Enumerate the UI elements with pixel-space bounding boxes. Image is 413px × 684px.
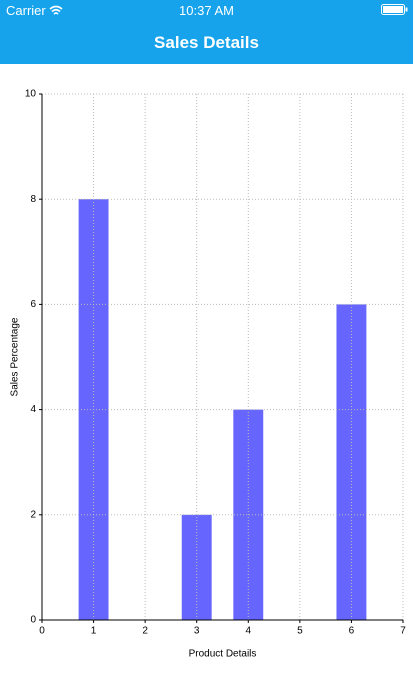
y-axis-label: Sales Percentage [10,317,21,396]
x-tick-label: 6 [349,626,355,637]
battery-icon [381,4,408,15]
x-tick-label: 5 [297,626,303,637]
bar [336,304,367,620]
y-tick-label: 10 [25,89,37,100]
y-tick-label: 8 [30,194,36,205]
x-tick-label: 3 [194,626,200,637]
y-tick-label: 4 [30,404,36,415]
y-tick-label: 6 [30,299,36,310]
x-tick-label: 2 [142,626,148,637]
y-tick-label: 0 [30,615,36,626]
x-axis-label: Product Details [189,649,257,660]
nav-header: Carrier 10:37 AM Sales Details [0,0,413,64]
x-tick-label: 1 [91,626,97,637]
nav-title: Sales Details [154,33,259,52]
chart: 0 2 4 6 8 10 0 1 2 3 4 5 6 7 Product Details Sales Perc… [10,89,407,660]
x-tick-label: 7 [400,626,406,637]
x-tick-label: 4 [246,626,252,637]
clock: 10:37 AM [179,3,234,18]
wifi-icon [49,5,63,15]
carrier: Carrier [6,3,46,18]
y-tick-label: 2 [30,509,36,520]
x-tick-label: 0 [39,626,45,637]
